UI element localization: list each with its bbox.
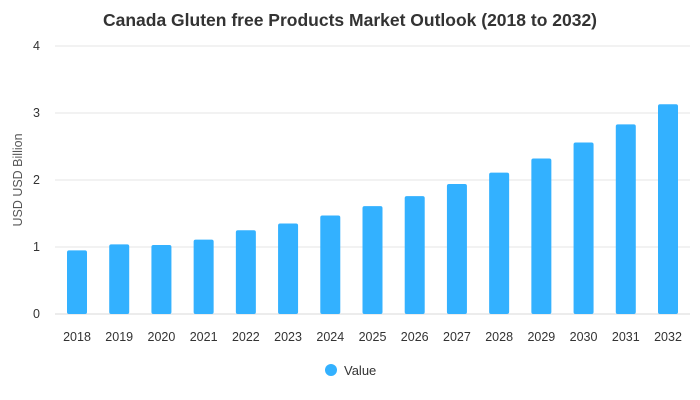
legend-marker-value: [325, 364, 337, 376]
x-tick-label: 2023: [274, 330, 302, 344]
x-tick-label: 2032: [654, 330, 682, 344]
x-tick-label: 2022: [232, 330, 260, 344]
bar-2018[interactable]: [67, 250, 87, 314]
x-tick-label: 2019: [105, 330, 133, 344]
y-tick-label: 4: [33, 39, 40, 53]
y-tick-label: 0: [33, 307, 40, 321]
y-tick-label: 2: [33, 173, 40, 187]
legend[interactable]: Value: [325, 363, 376, 378]
x-axis-ticks: 2018 2019 2020 2021 2022 2023 2024 2025 2026 2027…: [63, 330, 682, 344]
bar-2028[interactable]: [489, 172, 510, 314]
bars: [67, 104, 678, 314]
bar-2021[interactable]: [193, 239, 214, 314]
x-tick-label: 2031: [612, 330, 640, 344]
y-tick-label: 3: [33, 106, 40, 120]
x-tick-label: 2018: [63, 330, 91, 344]
x-tick-label: 2021: [190, 330, 218, 344]
x-tick-label: 2020: [148, 330, 176, 344]
bar-2023[interactable]: [278, 223, 299, 314]
x-tick-label: 2024: [316, 330, 344, 344]
bar-2024[interactable]: [320, 215, 341, 314]
x-tick-label: 2030: [570, 330, 598, 344]
x-tick-label: 2027: [443, 330, 471, 344]
y-tick-label: 1: [33, 240, 40, 254]
bar-2026[interactable]: [404, 196, 425, 314]
x-tick-label: 2028: [485, 330, 513, 344]
bar-2025[interactable]: [362, 206, 383, 314]
x-tick-label: 2029: [527, 330, 555, 344]
y-axis-ticks: 0 1 2 3 4: [33, 39, 40, 321]
x-tick-label: 2025: [359, 330, 387, 344]
bar-2020[interactable]: [151, 244, 172, 314]
bar-2030[interactable]: [573, 142, 594, 314]
legend-label-value: Value: [344, 363, 376, 378]
x-tick-label: 2026: [401, 330, 429, 344]
chart-title: Canada Gluten free Products Market Outlo…: [103, 10, 597, 30]
bar-2027[interactable]: [446, 184, 467, 314]
y-axis-title: USD USD Billion: [11, 133, 25, 226]
bar-2032[interactable]: [658, 104, 678, 314]
bar-2019[interactable]: [109, 244, 130, 314]
bar-2022[interactable]: [235, 230, 256, 314]
bar-2031[interactable]: [615, 124, 636, 314]
bar-2029[interactable]: [531, 158, 552, 314]
